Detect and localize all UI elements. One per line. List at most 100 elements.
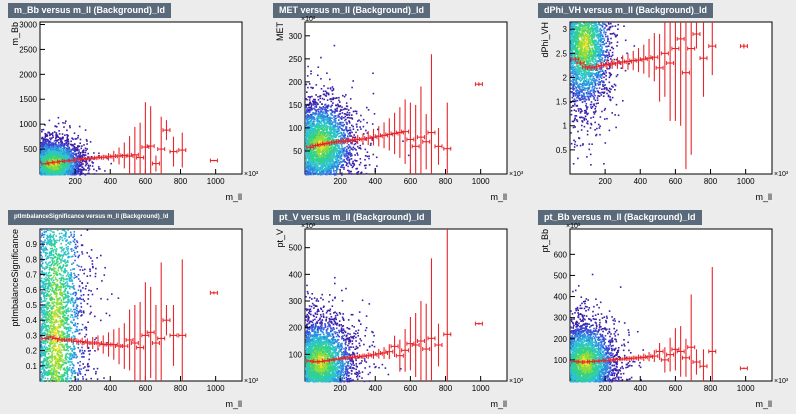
profile-point [169,136,178,167]
profile-point [62,337,71,342]
x-tick-label: 600 [669,177,683,186]
x-tick-label: 1000 [207,177,225,186]
x-tick-label: 400 [634,177,648,186]
y-tick-label: 200 [289,324,303,333]
y-tick-label: 400 [289,270,303,279]
y-tick-label: 600 [554,250,568,259]
x-tick-label: 1000 [472,384,490,393]
profile-point [443,102,452,174]
profile-point [687,22,696,155]
profile-point [306,359,315,363]
y-axis-label: pt_V [275,229,285,248]
plot-frame [39,21,243,175]
x-tick-label: 800 [704,177,718,186]
y-axis-label: m_Bb [10,22,20,46]
profile-point [120,142,129,169]
profile-point [671,328,680,371]
profile-series [41,102,218,174]
y-tick-label: 0.8 [26,255,38,264]
x-tick-label: 800 [174,384,188,393]
chart-title: ptImbalanceSignificance versus m_ll (Bac… [8,210,175,225]
profile-point [692,349,701,375]
profile-point [708,267,717,381]
x-tick-label: 600 [669,384,683,393]
profile-point [571,56,580,62]
profile-point [434,323,443,367]
profile-point [474,321,483,326]
y-tick-label: 2.5 [556,49,568,58]
y-tick-label: 3 [563,25,568,34]
y-multiplier: ×10³ [301,223,316,230]
density-cloud [305,276,402,383]
profile-point [157,116,166,174]
x-tick-label: 400 [104,384,118,393]
chart-svg: 200 400 600 800 1000 100 200 300 400 500 ×10³ ×10³ m… [275,223,524,409]
profile-point [46,160,55,165]
profile-point [634,48,643,73]
y-tick-label: 500 [24,145,38,154]
x-tick-label: 200 [68,384,82,393]
profile-point [67,158,76,163]
profile-series [306,229,483,381]
profile-point [671,22,680,121]
y-tick-label: 400 [554,293,568,302]
x-tick-label: 800 [174,177,188,186]
profile-point [416,86,425,174]
y-tick-label: 500 [554,271,568,280]
x-axis-label: m_ll [490,192,507,202]
profile-point [639,353,648,362]
y-tick-label: 0.7 [26,271,38,280]
y-tick-label: 2 [563,73,568,82]
y-tick-label: 0.4 [26,316,38,325]
profile-point [162,305,171,336]
y-tick-label: 50 [293,147,302,156]
chart-svg: 200 400 600 800 1000 50 100 150 200 250 300 ×10³ ×10… [275,16,524,202]
profile-point [125,136,134,174]
profile-point [157,262,166,381]
profile-point [51,336,60,341]
profile-series [571,22,748,170]
profile-point [411,104,420,174]
profile-point [380,347,389,359]
profile-series [41,259,218,381]
y-tick-label: 500 [289,244,303,253]
chart-svg: 200 400 600 800 1000 100 200 300 400 500 600 ×10³ ×1… [540,223,789,409]
profile-point [162,120,171,141]
chart-panel: m_Bb versus m_ll (Background)_ld 200 400 60… [0,0,265,207]
x-tick-label: 800 [704,384,718,393]
chart-panel: ptImbalanceSignificance versus m_ll (Bac… [0,207,265,414]
profile-point [655,343,664,360]
density-cloud [305,44,410,176]
y-tick-label: 300 [289,297,303,306]
profile-point [676,326,685,377]
profile-point [395,107,404,158]
profile-point [72,157,81,162]
profile-series [571,267,748,381]
y-tick-label: 150 [289,101,303,110]
x-multiplier: ×10³ [509,171,524,178]
x-tick-label: 400 [104,177,118,186]
y-tick-label: 300 [554,314,568,323]
y-tick-label: 3000 [19,20,37,29]
profile-point [739,43,748,49]
profile-point [443,229,452,381]
chart-panel: pt_Bb versus m_ll (Background)_ld 200 400 6… [530,207,795,414]
y-tick-label: 200 [289,78,303,87]
profile-point [395,339,404,372]
profile-point [581,63,590,70]
x-tick-label: 200 [333,384,347,393]
x-axis-label: m_ll [225,399,242,409]
profile-point [474,82,483,87]
y-tick-label: 0.5 [26,301,38,310]
y-tick-label: 0.6 [26,286,38,295]
x-multiplier: ×10³ [774,171,789,178]
profile-point [639,44,648,74]
profile-point [427,258,436,381]
profile-point [666,22,675,121]
profile-point [645,38,654,78]
y-axis-label: pt_Bb [540,229,550,253]
profile-point [422,303,431,381]
y-tick-label: 100 [289,350,303,359]
profile-point [687,294,696,381]
x-tick-label: 400 [369,384,383,393]
